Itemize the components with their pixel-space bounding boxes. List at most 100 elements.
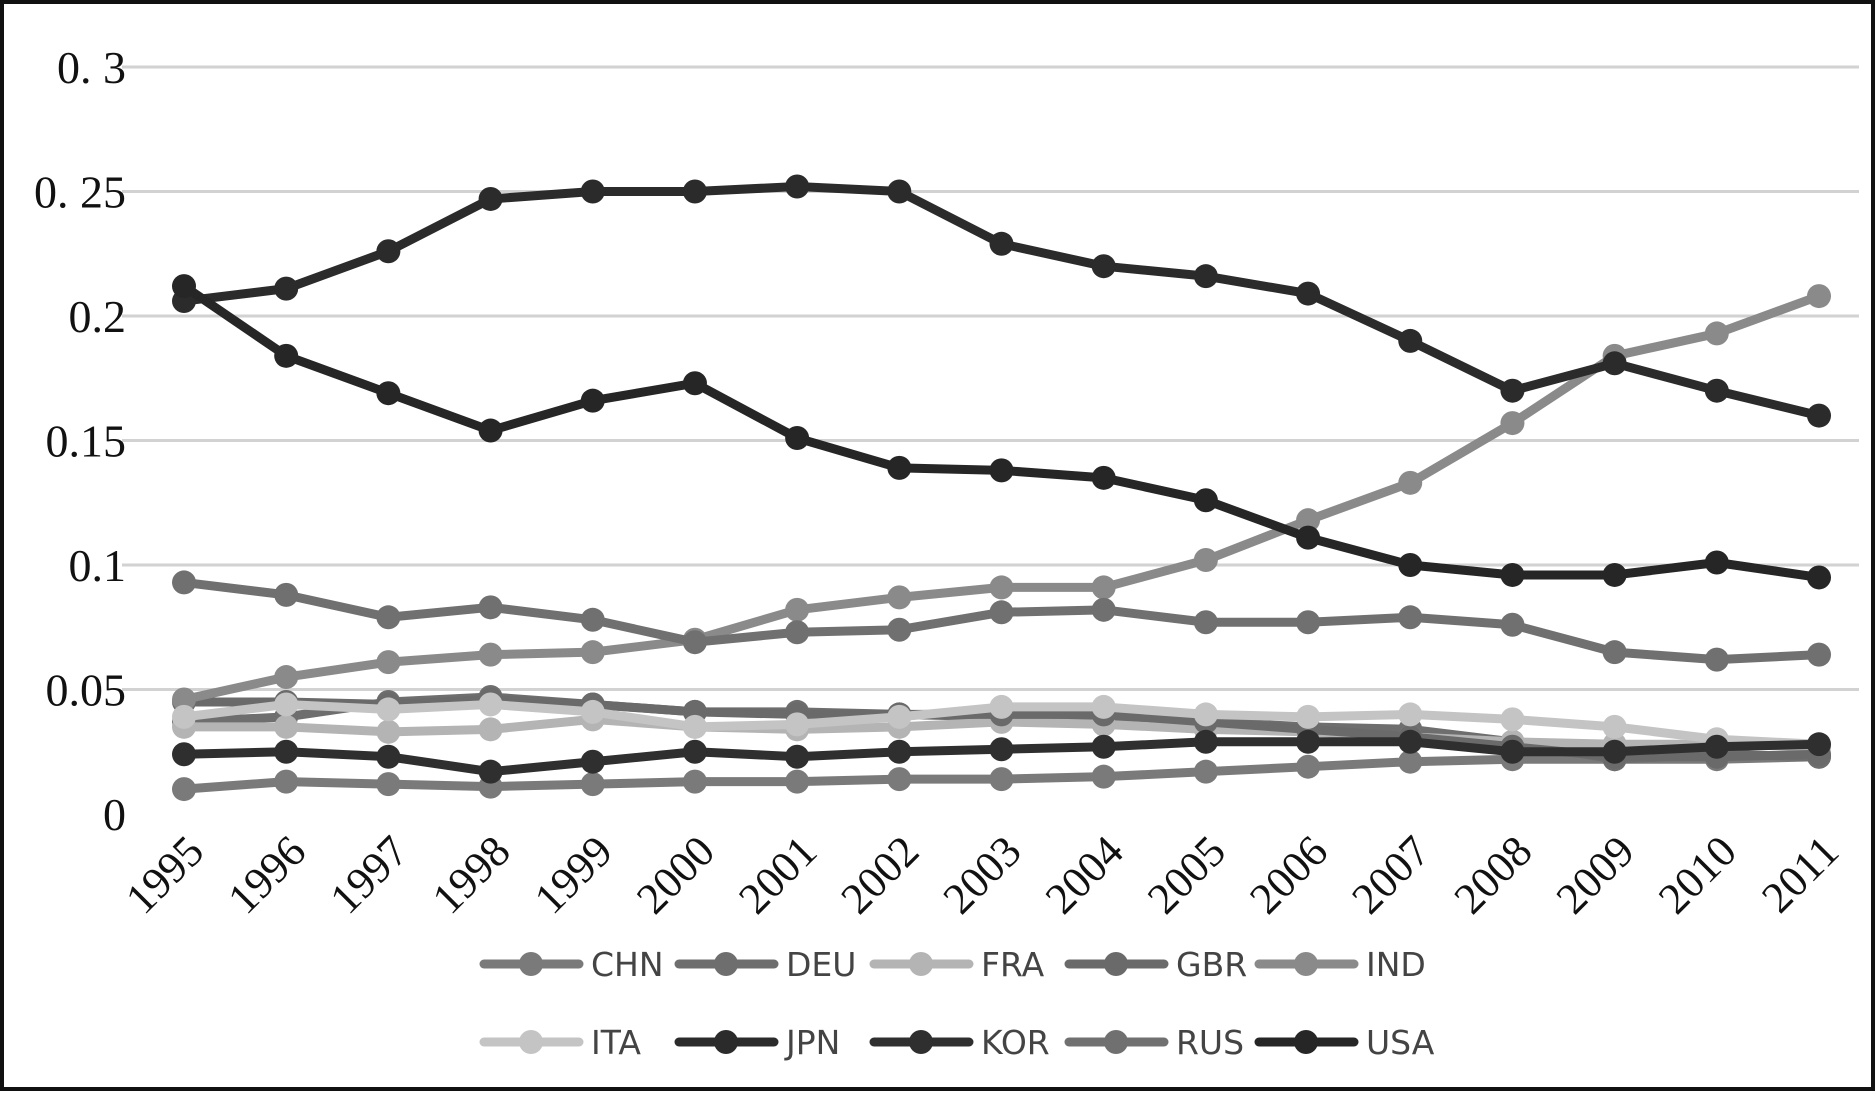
data-point-usa — [887, 455, 912, 480]
data-point-chn — [1296, 754, 1321, 779]
data-point-ita — [478, 692, 503, 717]
legend-swatch-marker — [1104, 1030, 1128, 1054]
series-ind — [172, 284, 1831, 712]
legend-item-kor: KOR — [869, 1023, 1050, 1062]
data-point-usa — [580, 388, 605, 413]
data-point-rus — [1193, 610, 1218, 635]
y-axis-tick-labels: 0 0.05 0.1 0.15 0.2 0. 25 0. 3 — [34, 42, 126, 840]
y-tick-label: 0.1 — [69, 540, 127, 591]
data-point-usa — [1500, 562, 1525, 587]
data-point-kor — [1807, 732, 1831, 757]
x-axis-tick-labels: 1995 1996 1997 1998 1999 2000 2001 2002 2003 2004… — [116, 826, 1848, 923]
data-point-rus — [1398, 605, 1423, 630]
data-point-kor — [172, 742, 196, 767]
data-point-usa — [172, 274, 196, 299]
legend-label: KOR — [981, 1023, 1050, 1062]
x-tick-label: 1996 — [218, 826, 315, 923]
x-tick-label: 2002 — [832, 826, 929, 923]
data-point-chn — [1091, 764, 1116, 789]
data-point-jpn — [1807, 403, 1831, 428]
gridlines — [122, 65, 1859, 691]
data-point-usa — [478, 418, 503, 443]
data-point-kor — [682, 739, 707, 764]
legend-label: USA — [1366, 1023, 1435, 1062]
data-point-rus — [785, 620, 810, 645]
data-point-kor — [1704, 734, 1729, 759]
x-tick-label: 2007 — [1342, 826, 1439, 923]
legend-item-deu: DEU — [674, 945, 856, 984]
data-point-jpn — [580, 179, 605, 204]
data-point-fra — [376, 719, 401, 744]
data-point-rus — [682, 630, 707, 655]
data-point-kor — [1500, 739, 1525, 764]
data-point-jpn — [1398, 328, 1423, 353]
y-tick-label: 0. 25 — [34, 167, 126, 218]
series-layer — [172, 174, 1831, 802]
data-point-ind — [1500, 411, 1525, 436]
data-point-ind — [887, 585, 912, 610]
data-point-jpn — [1296, 281, 1321, 306]
data-point-kor — [1091, 734, 1116, 759]
data-point-ind — [785, 597, 810, 622]
x-tick-label: 2001 — [729, 826, 826, 923]
legend-item-gbr: GBR — [1064, 945, 1247, 984]
data-point-rus — [1500, 612, 1525, 637]
data-point-rus — [1704, 647, 1729, 672]
data-point-usa — [785, 426, 810, 451]
data-point-jpn — [989, 231, 1014, 256]
data-point-rus — [989, 600, 1014, 625]
data-point-chn — [887, 767, 912, 792]
data-point-ind — [580, 640, 605, 665]
series-line-usa — [179, 281, 1824, 582]
legend-item-fra: FRA — [869, 945, 1045, 984]
y-tick-label: 0.05 — [46, 665, 127, 716]
y-tick-label: 0 — [103, 789, 126, 840]
data-point-fra — [478, 717, 503, 742]
data-point-kor — [1398, 729, 1423, 754]
legend-item-usa: USA — [1254, 1023, 1435, 1062]
data-point-ind — [1398, 470, 1423, 495]
data-point-ita — [785, 712, 810, 737]
data-point-rus — [1296, 610, 1321, 635]
data-point-jpn — [1500, 378, 1525, 403]
series-rus — [172, 570, 1831, 672]
legend-swatch-marker — [909, 1030, 933, 1054]
legend-swatch-marker — [909, 952, 933, 976]
legend-swatch-marker — [519, 952, 543, 976]
data-point-kor — [1193, 729, 1218, 754]
y-tick-label: 0.2 — [69, 291, 127, 342]
data-point-kor — [478, 759, 503, 784]
x-tick-label: 2011 — [1752, 826, 1848, 922]
data-point-ita — [1193, 702, 1218, 727]
data-point-kor — [376, 744, 401, 769]
data-point-rus — [1807, 642, 1831, 667]
data-point-ita — [989, 694, 1014, 719]
data-point-rus — [1091, 597, 1116, 622]
series-kor — [172, 729, 1831, 784]
legend-swatch-marker — [1294, 952, 1318, 976]
data-point-kor — [1602, 739, 1627, 764]
data-point-ita — [1602, 714, 1627, 739]
data-point-jpn — [376, 239, 401, 264]
data-point-ind — [1296, 508, 1321, 533]
data-point-usa — [682, 371, 707, 396]
y-tick-label: 0. 3 — [57, 42, 126, 93]
data-point-usa — [376, 381, 401, 406]
legend-item-jpn: JPN — [674, 1023, 840, 1062]
data-point-chn — [376, 772, 401, 797]
data-point-ind — [274, 665, 299, 690]
legend-swatch-marker — [1104, 952, 1128, 976]
data-point-ita — [682, 714, 707, 739]
data-point-chn — [172, 777, 196, 802]
data-point-usa — [274, 343, 299, 368]
data-point-usa — [989, 458, 1014, 483]
series-usa — [172, 274, 1831, 590]
legend-label: FRA — [981, 945, 1045, 984]
data-point-chn — [580, 772, 605, 797]
data-point-ita — [580, 699, 605, 724]
legend-label: CHN — [591, 945, 664, 984]
x-tick-label: 2003 — [934, 826, 1031, 923]
x-tick-label: 2009 — [1547, 826, 1644, 923]
legend: CHN DEU FRA GBR IND ITA JPN KOR RUS USA — [479, 945, 1435, 1062]
data-point-chn — [682, 769, 707, 794]
